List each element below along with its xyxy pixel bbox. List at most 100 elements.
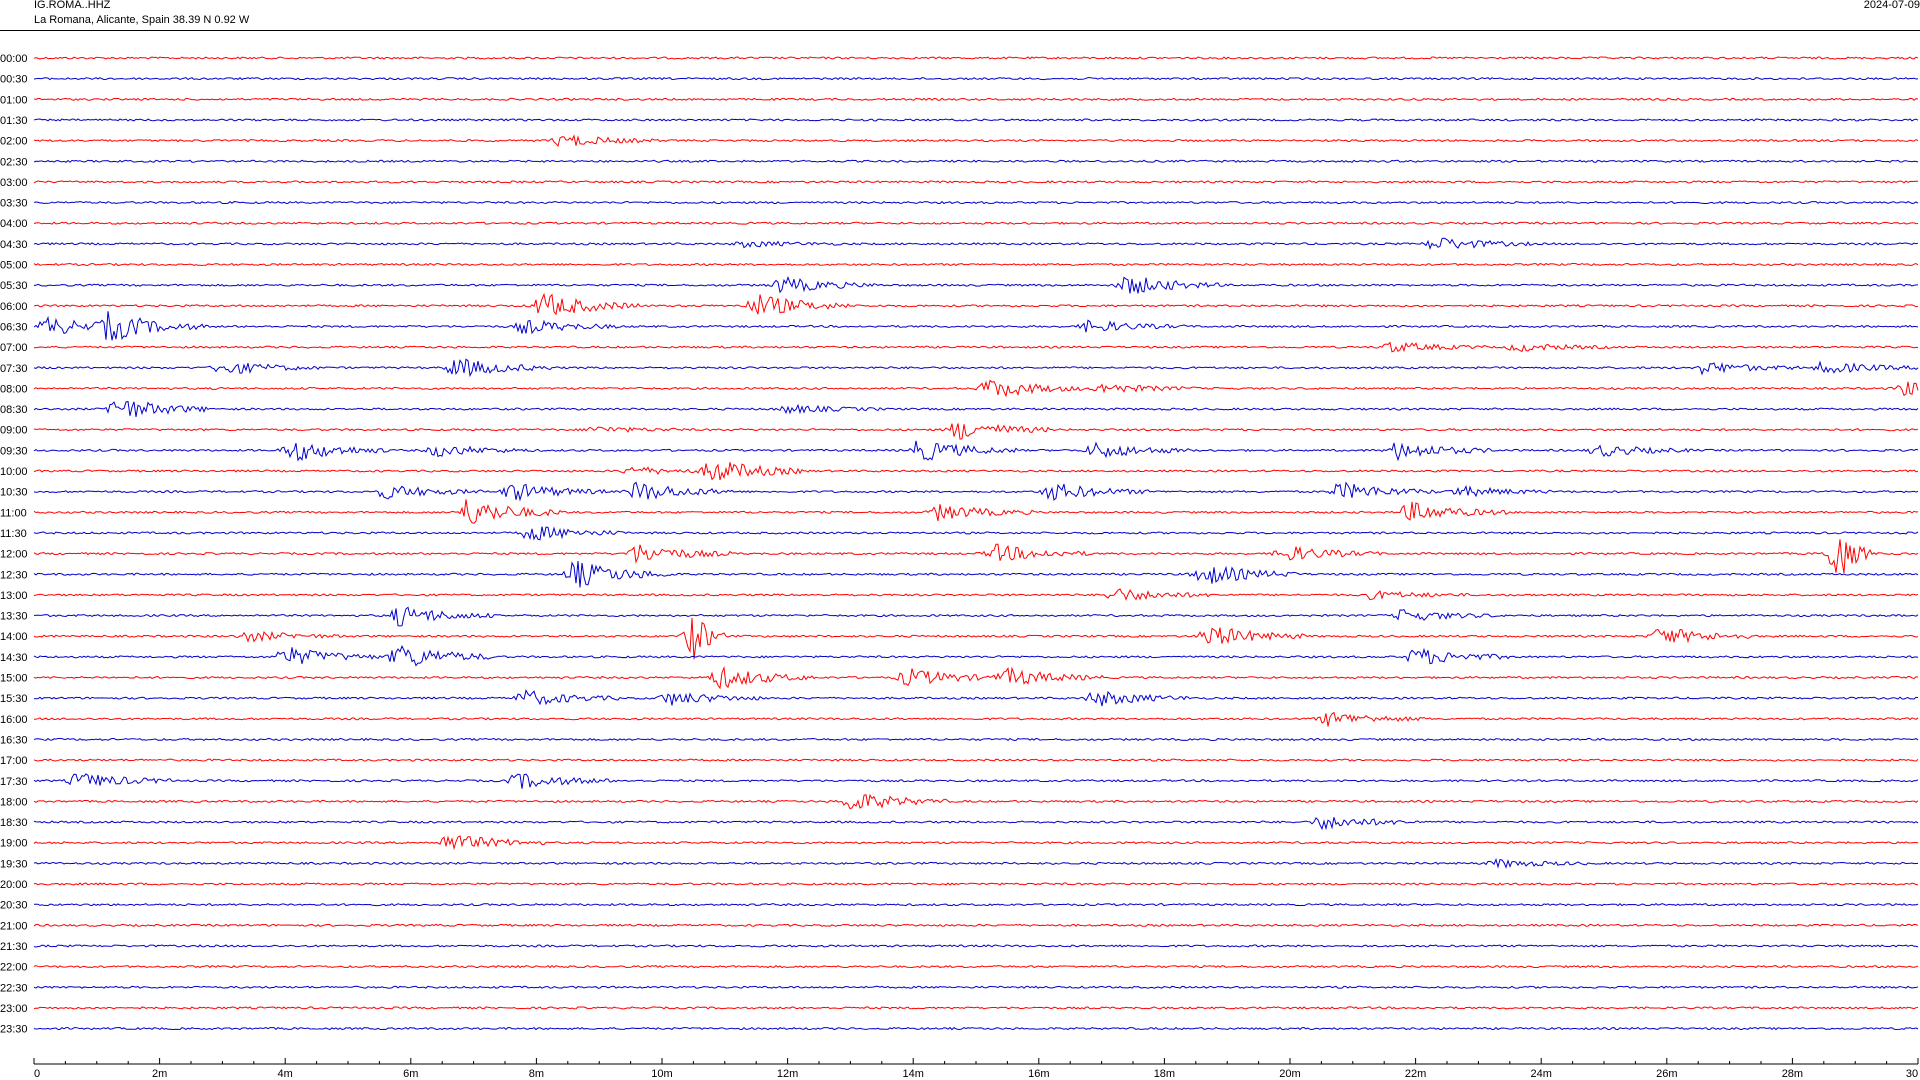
row-label: 11:00 — [0, 507, 27, 519]
x-tick-label: 28m — [1782, 1068, 1803, 1080]
trace-row-0930 — [33, 440, 1919, 462]
x-tick-label: 22m — [1405, 1068, 1426, 1080]
station-code: IG.ROMA..HHZ — [34, 0, 111, 11]
row-label: 12:30 — [0, 569, 28, 581]
trace-row-0530 — [33, 275, 1919, 294]
trace-group — [33, 56, 1919, 1031]
trace-row-2030 — [33, 902, 1919, 907]
row-label: 14:30 — [0, 652, 28, 664]
trace-row-1930 — [33, 858, 1919, 869]
row-label: 22:30 — [0, 982, 28, 994]
row-label: 09:00 — [0, 425, 28, 437]
trace-row-1730 — [33, 773, 1919, 789]
station-location: La Romana, Alicante, Spain 38.39 N 0.92 … — [34, 14, 250, 26]
trace-row-1800 — [33, 793, 1919, 810]
row-label: 02:00 — [0, 136, 28, 148]
trace-row-2200 — [33, 964, 1919, 969]
row-label: 16:00 — [0, 714, 28, 726]
trace-row-0730 — [33, 358, 1919, 378]
row-label: 07:00 — [0, 342, 28, 354]
trace-row-1530 — [33, 688, 1919, 707]
row-label: 10:30 — [0, 487, 28, 499]
trace-row-0030 — [33, 77, 1919, 81]
row-label: 03:30 — [0, 198, 28, 210]
trace-row-0900 — [33, 423, 1919, 440]
row-label: 13:00 — [0, 590, 28, 602]
row-label: 18:30 — [0, 817, 28, 829]
trace-row-1100 — [33, 499, 1919, 524]
trace-row-1200 — [33, 539, 1919, 574]
trace-row-1230 — [33, 561, 1919, 588]
trace-row-0830 — [33, 400, 1919, 418]
row-label: 04:00 — [0, 218, 28, 230]
trace-row-2330 — [33, 1026, 1919, 1031]
trace-row-1400 — [33, 617, 1919, 660]
row-label: 20:30 — [0, 900, 28, 912]
trace-row-1430 — [33, 645, 1919, 667]
row-label: 19:30 — [0, 858, 28, 870]
row-label: 16:30 — [0, 734, 28, 746]
trace-row-2100 — [33, 923, 1919, 927]
row-label: 01:00 — [0, 94, 28, 106]
x-tick-label: 6m — [403, 1068, 418, 1080]
trace-row-1600 — [33, 711, 1919, 727]
row-label: 10:00 — [0, 466, 28, 478]
trace-row-0100 — [33, 97, 1919, 101]
trace-row-0800 — [33, 379, 1919, 398]
trace-row-0200 — [33, 134, 1919, 148]
row-label: 08:00 — [0, 383, 28, 395]
trace-row-0630 — [33, 311, 1919, 341]
row-label: 00:00 — [0, 53, 28, 65]
row-label: 07:30 — [0, 363, 28, 375]
trace-row-1130 — [33, 526, 1919, 541]
trace-row-1830 — [33, 817, 1919, 831]
row-label: 19:00 — [0, 838, 28, 850]
row-label: 18:00 — [0, 796, 28, 808]
trace-row-0400 — [33, 221, 1919, 225]
trace-row-1900 — [33, 835, 1919, 851]
row-label: 08:30 — [0, 404, 28, 416]
x-tick-label: 14m — [902, 1068, 923, 1080]
row-label: 00:30 — [0, 74, 28, 86]
row-label: 06:00 — [0, 301, 28, 313]
trace-row-0000 — [33, 56, 1919, 60]
row-label: 15:00 — [0, 673, 28, 685]
x-tick-label: 26m — [1656, 1068, 1677, 1080]
row-label: 17:30 — [0, 776, 28, 788]
row-label-group: 00:00 00:30 01:00 01:30 02:00 02:30 03:00 03:30… — [0, 53, 28, 1036]
row-label: 23:00 — [0, 1003, 28, 1015]
row-label: 04:30 — [0, 239, 28, 251]
trace-row-0600 — [33, 292, 1919, 316]
row-label: 21:30 — [0, 941, 28, 953]
row-label: 06:30 — [0, 321, 28, 333]
x-tick-label: 20m — [1279, 1068, 1300, 1080]
row-label: 05:00 — [0, 260, 28, 272]
trace-row-0500 — [33, 262, 1919, 267]
trace-row-0230 — [33, 159, 1919, 163]
trace-row-2230 — [33, 985, 1919, 989]
trace-row-1030 — [33, 481, 1919, 502]
row-label: 11:30 — [0, 528, 27, 540]
trace-row-1330 — [33, 606, 1919, 627]
trace-row-0700 — [33, 341, 1919, 353]
x-tick-label: 2m — [152, 1068, 167, 1080]
row-label: 23:30 — [0, 1024, 28, 1036]
x-tick-label: 8m — [529, 1068, 544, 1080]
trace-row-1700 — [33, 758, 1919, 762]
row-label: 21:00 — [0, 920, 28, 932]
row-label: 01:30 — [0, 115, 28, 127]
trace-row-1000 — [33, 462, 1919, 481]
header: IG.ROMA..HHZ La Romana, Alicante, Spain … — [0, 0, 1920, 31]
row-label: 14:00 — [0, 631, 28, 643]
trace-row-1300 — [33, 588, 1919, 601]
row-label: 12:00 — [0, 549, 28, 561]
trace-row-1500 — [33, 665, 1919, 690]
trace-row-0300 — [33, 180, 1919, 184]
trace-row-0430 — [33, 237, 1919, 250]
row-label: 02:30 — [0, 156, 28, 168]
row-label: 03:00 — [0, 177, 28, 189]
row-label: 22:00 — [0, 962, 28, 974]
row-label: 15:30 — [0, 693, 28, 705]
row-label: 13:30 — [0, 611, 28, 623]
